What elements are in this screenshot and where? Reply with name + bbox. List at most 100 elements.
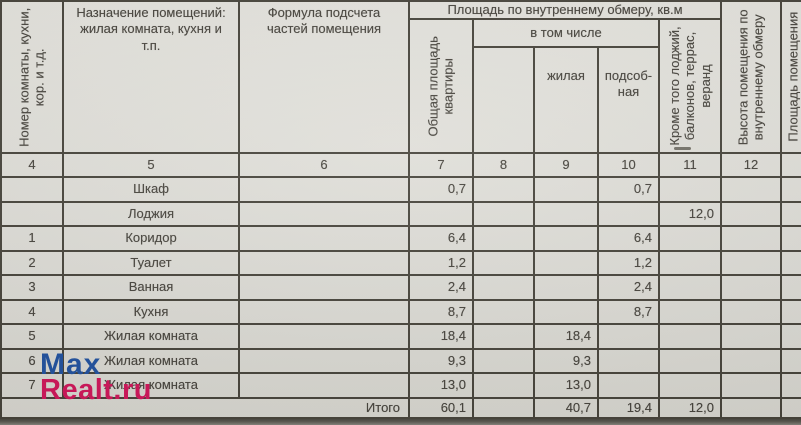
totals-total-area: 60,1: [410, 399, 474, 419]
header-room-purpose: Назначение помещений: жилая комната, кух…: [64, 2, 240, 154]
totals-col8: [474, 399, 535, 419]
balcony-area-cell: [660, 325, 722, 350]
col8-cell: [474, 301, 535, 325]
height-cell: [722, 276, 782, 301]
total-area-cell: 2,4: [410, 276, 474, 301]
total-area-cell: 1,2: [410, 252, 474, 276]
header-total-area-label: Общая площадь квартиры: [425, 35, 456, 137]
totals-auxiliary-area: 19,4: [599, 399, 660, 419]
header-room-height: Высота помещения по внутреннему обмеру: [722, 2, 782, 154]
living-area-cell: 13,0: [535, 374, 599, 399]
room-number-cell: 1: [2, 227, 64, 252]
room-name-cell: Шкаф: [64, 178, 240, 203]
balcony-area-cell: [660, 301, 722, 325]
header-formula: Формула подсчета частей помещения: [240, 2, 410, 154]
balcony-area-cell: [660, 374, 722, 399]
column-number-8: 8: [474, 154, 535, 178]
header-formula-label: Формула подсчета частей помещения: [266, 5, 382, 37]
header-living-area: жилая: [535, 48, 599, 154]
room-number-cell: [2, 203, 64, 227]
height-cell: [722, 252, 782, 276]
living-area-cell: [535, 203, 599, 227]
header-room-height-label: Высота помещения по внутреннему обмеру: [735, 9, 766, 145]
col8-cell: [474, 350, 535, 374]
photo-artifact: [674, 147, 691, 150]
auxiliary-area-cell: 0,7: [599, 178, 660, 203]
column-number-13-cut: [782, 154, 801, 178]
header-room-purpose-label: Назначение помещений: жилая комната, кух…: [76, 5, 226, 53]
header-cutoff-column: Площадь помещения: [782, 2, 801, 154]
header-col8-empty: [474, 48, 535, 154]
cutoff-cell: [782, 325, 801, 350]
header-cutoff-column-label: Площадь помещения: [785, 12, 801, 142]
balcony-area-cell: [660, 252, 722, 276]
header-room-number: Номер комнаты, кухни, кор. и т.д.: [2, 2, 64, 154]
column-number-4: 4: [2, 154, 64, 178]
column-number-7: 7: [410, 154, 474, 178]
column-number-12: 12: [722, 154, 782, 178]
room-number-cell: 5: [2, 325, 64, 350]
room-number-cell: 3: [2, 276, 64, 301]
balcony-area-cell: [660, 350, 722, 374]
col8-cell: [474, 252, 535, 276]
height-cell: [722, 301, 782, 325]
column-number-6: 6: [240, 154, 410, 178]
room-name-cell: Жилая комната: [64, 325, 240, 350]
cutoff-cell: [782, 350, 801, 374]
cutoff-cell: [782, 374, 801, 399]
header-in-total: в том числе: [474, 20, 660, 48]
auxiliary-area-cell: 1,2: [599, 252, 660, 276]
auxiliary-area-cell: 8,7: [599, 301, 660, 325]
room-name-cell: Ванная: [64, 276, 240, 301]
totals-label: Итого: [2, 399, 410, 419]
photo-bottom-edge: [0, 419, 801, 425]
formula-cell: [240, 227, 410, 252]
room-number-cell: 7: [2, 374, 64, 399]
living-area-cell: [535, 227, 599, 252]
total-area-cell: 13,0: [410, 374, 474, 399]
header-area-span: Площадь по внутреннему обмеру, кв.м: [410, 2, 722, 20]
formula-cell: [240, 301, 410, 325]
col8-cell: [474, 178, 535, 203]
cutoff-cell: [782, 276, 801, 301]
col8-cell: [474, 325, 535, 350]
formula-cell: [240, 374, 410, 399]
header-total-area: Общая площадь квартиры: [410, 20, 474, 154]
column-number-5: 5: [64, 154, 240, 178]
balcony-area-cell: [660, 227, 722, 252]
formula-cell: [240, 350, 410, 374]
formula-cell: [240, 276, 410, 301]
total-area-cell: 9,3: [410, 350, 474, 374]
total-area-cell: 6,4: [410, 227, 474, 252]
auxiliary-area-cell: [599, 203, 660, 227]
auxiliary-area-cell: 6,4: [599, 227, 660, 252]
total-area-cell: 8,7: [410, 301, 474, 325]
room-name-cell: Жилая комната: [64, 374, 240, 399]
auxiliary-area-cell: [599, 325, 660, 350]
living-area-cell: [535, 276, 599, 301]
room-name-cell: Лоджия: [64, 203, 240, 227]
height-cell: [722, 374, 782, 399]
cutoff-cell: [782, 252, 801, 276]
auxiliary-area-cell: [599, 350, 660, 374]
col8-cell: [474, 203, 535, 227]
totals-cutoff: [782, 399, 801, 419]
col8-cell: [474, 227, 535, 252]
room-number-cell: [2, 178, 64, 203]
room-name-cell: Жилая комната: [64, 350, 240, 374]
room-name-cell: Туалет: [64, 252, 240, 276]
height-cell: [722, 350, 782, 374]
header-auxiliary-area: подсоб-ная: [599, 48, 660, 154]
room-name-cell: Кухня: [64, 301, 240, 325]
living-area-cell: 18,4: [535, 325, 599, 350]
auxiliary-area-cell: 2,4: [599, 276, 660, 301]
height-cell: [722, 178, 782, 203]
totals-living-area: 40,7: [535, 399, 599, 419]
cutoff-cell: [782, 203, 801, 227]
total-area-cell: [410, 203, 474, 227]
column-number-10: 10: [599, 154, 660, 178]
cutoff-cell: [782, 227, 801, 252]
watermark-realt-ru: Realt.ru: [40, 374, 152, 406]
auxiliary-area-cell: [599, 374, 660, 399]
